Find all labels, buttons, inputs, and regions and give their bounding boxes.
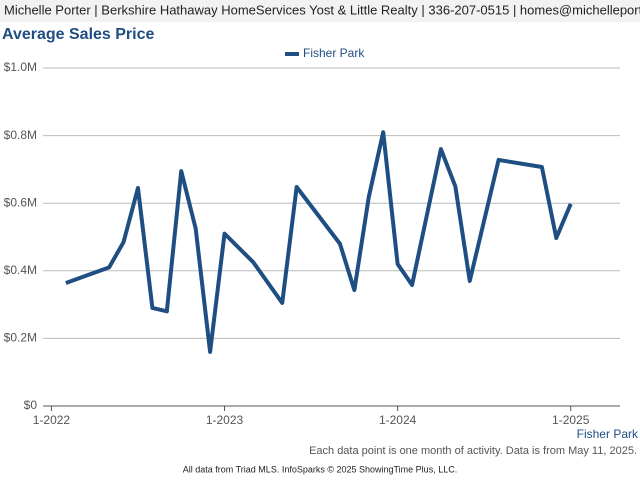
header: Michelle Porter | Berkshire Hathaway Hom…: [4, 2, 640, 17]
footer: All data from Triad MLS. InfoSparks © 20…: [183, 464, 457, 474]
series-line: [65, 130, 573, 354]
y-tick-label: $0.6M: [4, 195, 37, 209]
y-tick-label: $0.8M: [4, 128, 37, 142]
corner-label: Fisher Park: [577, 427, 639, 441]
y-tick-label: $1.0M: [4, 60, 37, 74]
note: Each data point is one month of activity…: [309, 445, 637, 457]
x-tick-label: 1-2023: [206, 413, 244, 427]
y-tick-label: $0: [24, 398, 38, 412]
y-tick-label: $0.4M: [4, 263, 37, 277]
x-tick-label: 1-2025: [552, 413, 590, 427]
x-tick-label: 1-2024: [379, 413, 417, 427]
header-bar: [0, 0, 640, 22]
y-tick-label: $0.2M: [4, 331, 37, 345]
x-tick-label: 1-2022: [33, 413, 71, 427]
legend-label: Fisher Park: [303, 46, 365, 60]
chart-title: Average Sales Price: [2, 26, 155, 43]
